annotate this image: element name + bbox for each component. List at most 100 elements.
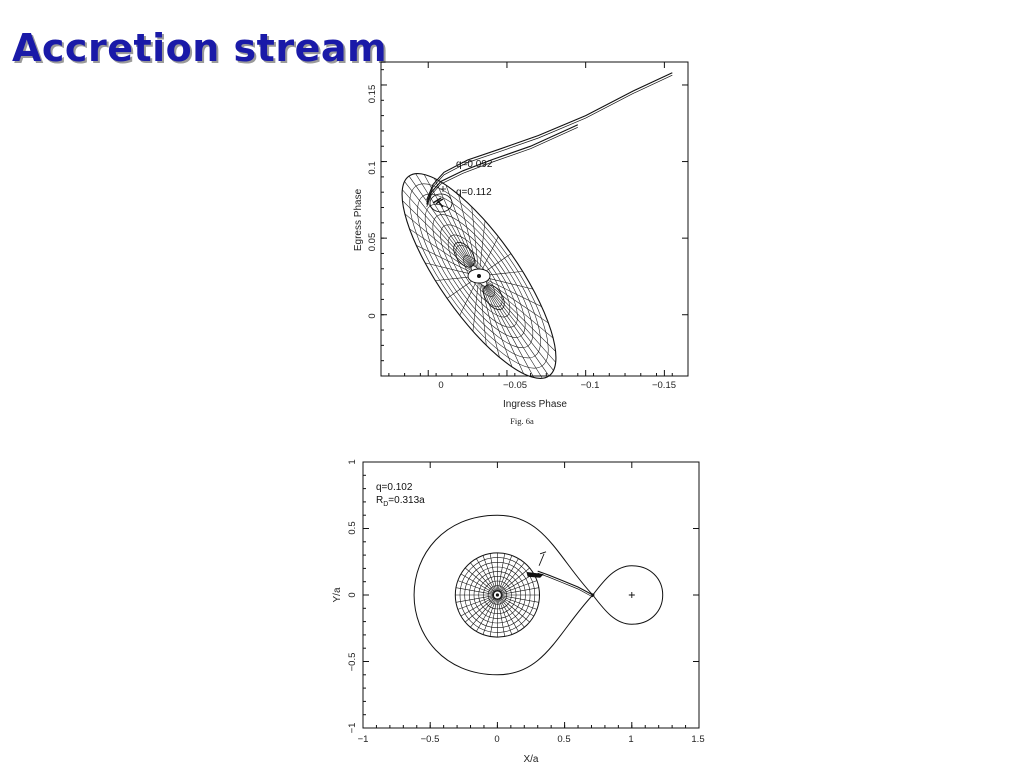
fig6a-ytick: 0 bbox=[367, 313, 378, 318]
fig6b-disc-spoke bbox=[499, 598, 519, 632]
fig6a-disc-spoke bbox=[479, 282, 487, 346]
fig6a-disc-spoke bbox=[480, 236, 499, 273]
fig6a-disc-spoke bbox=[483, 285, 524, 374]
fig6a-disc-spoke bbox=[402, 189, 472, 268]
fig6b-xtick: −1 bbox=[358, 734, 369, 745]
fig6b-disc-spoke bbox=[455, 595, 493, 603]
fig6a-disc-spoke bbox=[486, 283, 556, 352]
fig6a-frame bbox=[380, 61, 689, 377]
fig6b-annotation-rd: RD=0.313a bbox=[376, 495, 425, 508]
fig6b-disc-spoke bbox=[476, 558, 496, 592]
fig6b-disc-spoke bbox=[501, 596, 538, 610]
fig6b-disc-spoke bbox=[501, 573, 534, 593]
fig6b-disc-spoke bbox=[497, 599, 505, 637]
fig6a-annotation: q=0.092 bbox=[456, 159, 493, 170]
fig6a-disc-spoke bbox=[404, 181, 472, 267]
fig6a-caption: Fig. 6a bbox=[510, 416, 534, 426]
rd-symbol: R bbox=[376, 495, 383, 506]
fig6b-roche-lobes bbox=[413, 514, 664, 676]
fig6a-white-dwarf-center bbox=[477, 274, 481, 278]
fig6a-ytick: 0.15 bbox=[367, 85, 378, 104]
fig6a-ytick: 0.1 bbox=[367, 161, 378, 174]
fig6a-xtick: −0.15 bbox=[652, 380, 676, 391]
fig6a-disc-spoke bbox=[486, 284, 556, 363]
fig6a-disc-spoke bbox=[486, 285, 554, 371]
fig6b-ytick: 0 bbox=[347, 592, 358, 597]
fig6b-ylabel: Y/a bbox=[332, 587, 343, 602]
fig6a-disc-spoke bbox=[471, 206, 479, 270]
primary-roche-lobe bbox=[413, 514, 594, 676]
fig6a-stream-impact bbox=[432, 197, 444, 208]
fig6b-disc-spoke bbox=[457, 580, 494, 594]
fig6b-ytick: −0.5 bbox=[347, 653, 358, 672]
fig6a-disc-spoke bbox=[404, 213, 472, 271]
fig6a-plot: 0 −0.05 −0.1 −0.15 0 0.05 0.1 0.15 Ingre… bbox=[353, 61, 689, 426]
fig6a-trajectory-line bbox=[426, 74, 673, 203]
fig6b-disc-spoke bbox=[501, 597, 534, 617]
fig6b-xtick: 1.5 bbox=[691, 734, 704, 745]
fig6b-disc-spoke bbox=[470, 562, 495, 592]
fig6b-disc-spoke bbox=[500, 562, 525, 592]
fig6a-disc-spoke bbox=[482, 253, 512, 274]
fig6b-xtick: 1 bbox=[628, 734, 633, 745]
fig6b-disc-spoke bbox=[497, 553, 505, 591]
fig6a-trajectory-line bbox=[426, 72, 673, 201]
fig6a-series bbox=[426, 72, 673, 208]
fig6b-white-dwarf-center bbox=[495, 593, 499, 597]
fig6a-xtick: 0 bbox=[438, 380, 443, 391]
secondary-center-marker bbox=[628, 592, 635, 598]
rd-subscript: D bbox=[383, 501, 388, 508]
fig6a-xlabel: Ingress Phase bbox=[503, 399, 567, 410]
fig6b-plot: −1 −0.5 0 0.5 1 1.5 −1 −0.5 0 0.5 1 X/a … bbox=[332, 459, 705, 765]
fig6b-ytick: 0.5 bbox=[347, 521, 358, 534]
fig6a-trajectory-line bbox=[426, 126, 578, 208]
fig6a-disc-spoke bbox=[485, 285, 550, 377]
fig6a-disc-spoke bbox=[472, 281, 479, 332]
fig6b-disc-spoke bbox=[476, 598, 496, 632]
fig6a-annotation: q=0.112 bbox=[456, 187, 492, 198]
fig6b-disc-spoke bbox=[465, 567, 495, 593]
fig6a-disc-spoke bbox=[484, 286, 535, 378]
fig6a-plus-marker bbox=[440, 186, 446, 192]
fig6a-ytick: 0.05 bbox=[367, 233, 378, 252]
fig6a-disc-spoke bbox=[485, 278, 542, 307]
fig6b-ytick: −1 bbox=[347, 723, 358, 734]
fig6a-trajectory-line bbox=[426, 124, 579, 205]
fig6b-disc-spoke bbox=[470, 598, 495, 628]
fig6b-disc-spoke bbox=[501, 580, 538, 594]
fig6b-ticks bbox=[362, 461, 700, 729]
fig6b-xtick: 0.5 bbox=[557, 734, 570, 745]
fig6b-disc-spoke bbox=[482, 555, 497, 591]
fig6a-hotspot-circle bbox=[429, 193, 453, 213]
fig6a-disc-spoke bbox=[459, 279, 478, 316]
fig6a-ticks bbox=[381, 62, 688, 376]
fig6a-disc-spoke bbox=[402, 200, 472, 269]
fig6a-disc-inner-ring bbox=[483, 284, 505, 311]
fig6a-disc-spoke bbox=[425, 262, 474, 275]
fig6a-disc-spoke bbox=[482, 284, 513, 368]
fig6b-disc-spoke bbox=[489, 599, 497, 637]
fig6b-disc-spoke bbox=[501, 595, 539, 603]
fig6b-disc-spoke bbox=[499, 558, 519, 592]
fig6a-disc-spoke bbox=[415, 173, 473, 266]
fig6b-disc-spoke bbox=[501, 587, 539, 595]
rd-value: =0.313a bbox=[388, 495, 425, 506]
fig6a-xtick: −0.1 bbox=[581, 380, 600, 391]
fig6b-hotspot bbox=[526, 571, 544, 578]
fig6b-disc-spoke bbox=[498, 555, 513, 591]
fig6a-disc-spoke bbox=[423, 174, 474, 266]
fig6a-disc-spoke bbox=[479, 220, 486, 271]
fig6b-accretion-stream bbox=[537, 570, 594, 596]
fig6a-disc-spoke bbox=[408, 175, 473, 267]
fig6b-disc-spoke bbox=[460, 573, 494, 593]
fig6b-disc-spoke bbox=[500, 598, 525, 628]
fig6a-disc-spoke bbox=[446, 278, 476, 299]
fig6a-disc-inner-ring bbox=[453, 241, 475, 268]
fig6b-disc-spoke bbox=[465, 597, 495, 623]
fig6a-ylabel: Egress Phase bbox=[353, 188, 364, 251]
fig6b-disc bbox=[454, 552, 540, 638]
fig6b-disc-spoke bbox=[457, 596, 494, 610]
fig6a-disc-spoke bbox=[434, 178, 475, 267]
fig6b-disc-spoke bbox=[498, 599, 513, 635]
